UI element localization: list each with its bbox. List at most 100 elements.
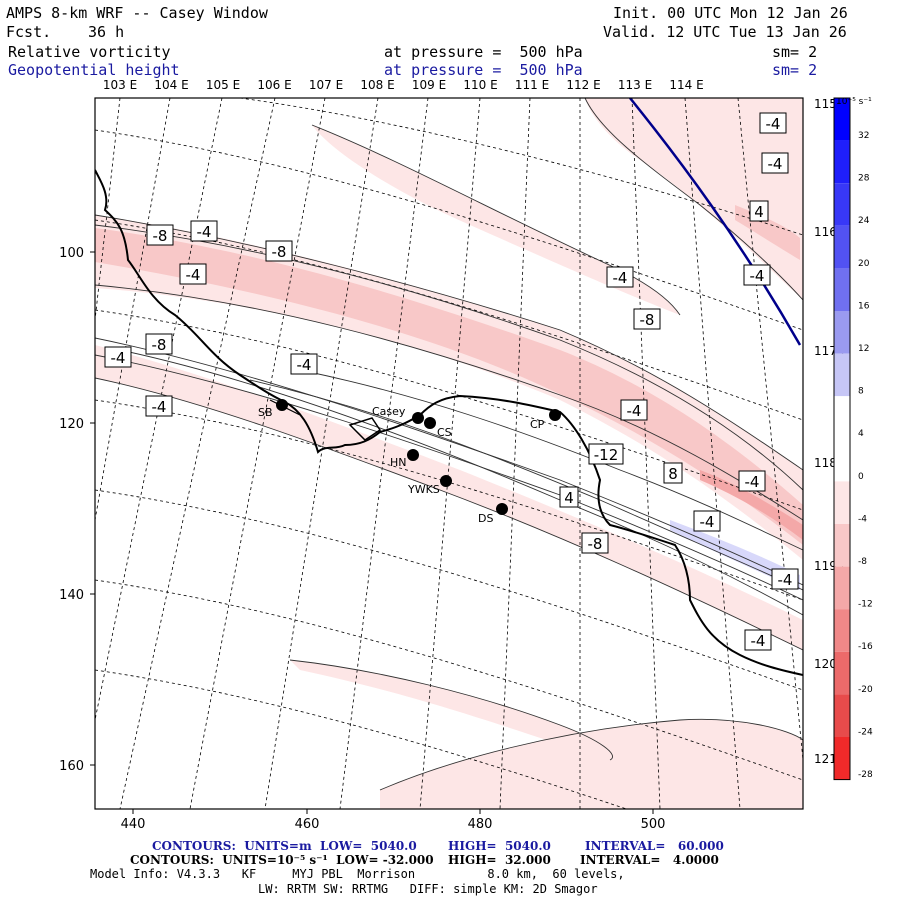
- colorbar-label: 12: [858, 344, 869, 354]
- lon-label-top: 111 E: [515, 78, 549, 92]
- colorbar-unit: 10⁻⁵ s⁻¹: [836, 97, 872, 107]
- colorbar-swatch: [834, 140, 850, 184]
- vort-neg12-core: [700, 470, 803, 540]
- field2-level: at pressure = 500 hPa: [384, 61, 583, 79]
- field2-smoothing: sm= 2: [772, 61, 818, 79]
- station-marker: [407, 449, 419, 461]
- map-title: AMPS 8-km WRF -- Casey Window: [6, 4, 268, 22]
- contour-label: -4: [750, 267, 765, 285]
- contour-label: -4: [186, 266, 201, 284]
- lon-label-top: 110 E: [463, 78, 497, 92]
- contour-label-box: [663, 462, 683, 484]
- station-label: DS: [478, 512, 493, 525]
- vort-pos-streak: [670, 520, 800, 590]
- contour-label-box: [759, 112, 787, 134]
- station-label: Casey: [372, 405, 406, 418]
- contour-label-box: [265, 240, 293, 262]
- contour-label: -4: [778, 571, 793, 589]
- contour-label: -4: [152, 398, 167, 416]
- colorbar-swatch: [834, 311, 850, 354]
- forecast-label: Fcst.: [6, 23, 52, 41]
- colorbar-swatch: [834, 737, 850, 780]
- station-label: YWKS: [407, 483, 440, 496]
- station-label: HN: [390, 456, 407, 469]
- station-marker: [424, 417, 436, 429]
- colorbar-label: 32: [858, 131, 869, 141]
- x-tick-label: 500: [641, 817, 666, 832]
- contour-label: -4: [766, 115, 781, 133]
- vort-neg8-band: [95, 228, 803, 545]
- colorbar-label: 8: [858, 387, 864, 397]
- colorbar-label: -24: [858, 727, 873, 737]
- contour-label-box: [104, 346, 132, 368]
- contour-label: -4: [700, 513, 715, 531]
- colorbar-swatch: [834, 396, 850, 439]
- field2-name: Geopotential height: [8, 61, 180, 79]
- vort-contour-interval: INTERVAL= 4.0000: [580, 853, 719, 867]
- colorbar-swatch: [834, 353, 850, 397]
- contour-label: -4: [111, 349, 126, 367]
- contour-label: -4: [745, 473, 760, 491]
- colorbar-label: 16: [858, 301, 870, 311]
- contour-label-box: [693, 510, 721, 532]
- model-info: Model Info: V4.3.3 KF MYJ PBL Morrison 8…: [90, 867, 625, 881]
- contour-label: -4: [751, 632, 766, 650]
- station-marker: [440, 475, 452, 487]
- field1-level: at pressure = 500 hPa: [384, 43, 583, 61]
- station-label: CS: [437, 426, 452, 439]
- colorbar-swatch: [834, 524, 850, 567]
- physics-info: LW: RRTM SW: RRTMG DIFF: simple KM: 2D S…: [258, 882, 598, 896]
- x-tick-label: 460: [295, 817, 320, 832]
- lon-label-top: 113 E: [618, 78, 652, 92]
- contour-label-box: [559, 486, 579, 508]
- contour-label: -12: [594, 446, 619, 464]
- colorbar-swatch: [834, 481, 850, 524]
- contour-label-box: [581, 532, 609, 554]
- contour-label-box: [290, 353, 318, 375]
- contour-label: -4: [768, 155, 783, 173]
- colorbar-label: -20: [858, 685, 873, 695]
- init-time: Init. 00 UTC Mon 12 Jan 26: [613, 4, 848, 22]
- colorbar-swatch: [834, 225, 850, 269]
- contour-label-box: [743, 264, 771, 286]
- contour-label: -4: [297, 356, 312, 374]
- vort-neg4-bottom: [380, 719, 803, 809]
- station-marker: [276, 399, 288, 411]
- vort-contour-high: HIGH= 32.000: [448, 853, 551, 867]
- contour-label: -8: [153, 227, 168, 245]
- colorbar-label: 20: [858, 259, 870, 269]
- x-tick-label: 480: [468, 817, 493, 832]
- lon-label-top: 103 E: [103, 78, 137, 92]
- colorbar-swatch: [834, 694, 850, 737]
- colorbar-swatch: [834, 438, 850, 482]
- contour-label-box: [771, 568, 799, 590]
- field1-smoothing: sm= 2: [772, 43, 818, 61]
- contour-label-box: [744, 629, 772, 651]
- coastline: [95, 169, 803, 676]
- lon-label-top: 105 E: [206, 78, 240, 92]
- colorbar-label: 0: [858, 472, 864, 482]
- height-contour-interval: INTERVAL= 60.000: [585, 839, 724, 853]
- lon-label-top: 104 E: [154, 78, 188, 92]
- contour-label: -8: [152, 336, 167, 354]
- colorbar-label: -8: [858, 557, 867, 567]
- colorbar-swatch: [834, 566, 850, 610]
- colorbar-swatch: [834, 651, 850, 695]
- vort-neg4-lower-streak: [290, 660, 613, 760]
- station-label: CP: [530, 418, 545, 431]
- contour-label: 8: [668, 465, 678, 483]
- colorbar-swatch: [834, 183, 850, 226]
- colorbar-label: -16: [858, 642, 873, 652]
- station-marker: [412, 412, 424, 424]
- lon-label-top: 106 E: [257, 78, 291, 92]
- contour-label-box: [146, 224, 174, 246]
- contour-label-box: [761, 152, 789, 174]
- x-tick-label: 440: [121, 817, 146, 832]
- contour-label-box: [606, 266, 634, 288]
- vort-neg4-streak: [312, 125, 680, 315]
- lon-label-top: 114 E: [669, 78, 703, 92]
- lon-label-top: 107 E: [309, 78, 343, 92]
- height-contour-info: CONTOURS: UNITS=m LOW= 5040.0: [152, 839, 417, 853]
- contour-label: -4: [197, 223, 212, 241]
